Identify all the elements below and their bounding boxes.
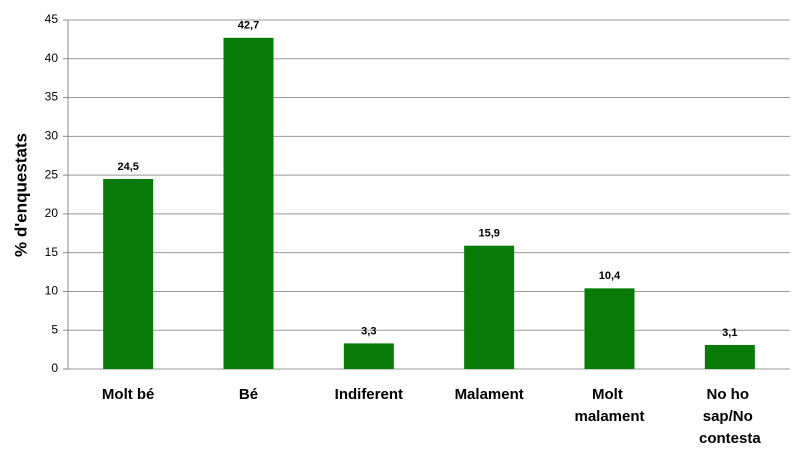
y-tick-label: 40 <box>45 51 59 65</box>
value-label: 24,5 <box>117 161 138 173</box>
x-tick-label: Indiferent <box>335 386 403 403</box>
x-tick-label: Molt bé <box>102 386 155 403</box>
y-tick-label: 30 <box>45 129 59 143</box>
bar <box>464 245 515 369</box>
y-tick-label: 35 <box>45 90 59 104</box>
value-label: 3,3 <box>361 325 376 337</box>
bar <box>584 288 635 369</box>
bar <box>343 343 394 369</box>
y-tick-label: 15 <box>45 245 59 259</box>
bar <box>103 178 154 369</box>
y-axis-label: % d'enquestats <box>11 133 30 257</box>
x-tick-label: Malament <box>455 386 524 403</box>
y-tick-label: 5 <box>51 322 58 336</box>
y-tick-label: 20 <box>45 206 59 220</box>
value-label: 15,9 <box>478 228 499 240</box>
x-tick-label: No ho sap/No contesta <box>699 386 761 447</box>
y-tick-label: 10 <box>45 284 59 298</box>
value-label: 3,1 <box>722 327 737 339</box>
bar <box>704 344 755 369</box>
x-tick-label: Molt malament <box>574 386 644 425</box>
y-tick-label: 25 <box>45 167 59 181</box>
bar <box>223 37 274 370</box>
value-label: 42,7 <box>238 20 259 32</box>
x-tick-label: Bé <box>239 386 258 403</box>
y-tick-label: 45 <box>45 12 59 26</box>
value-label: 10,4 <box>599 270 621 282</box>
y-tick-label: 0 <box>51 361 58 375</box>
